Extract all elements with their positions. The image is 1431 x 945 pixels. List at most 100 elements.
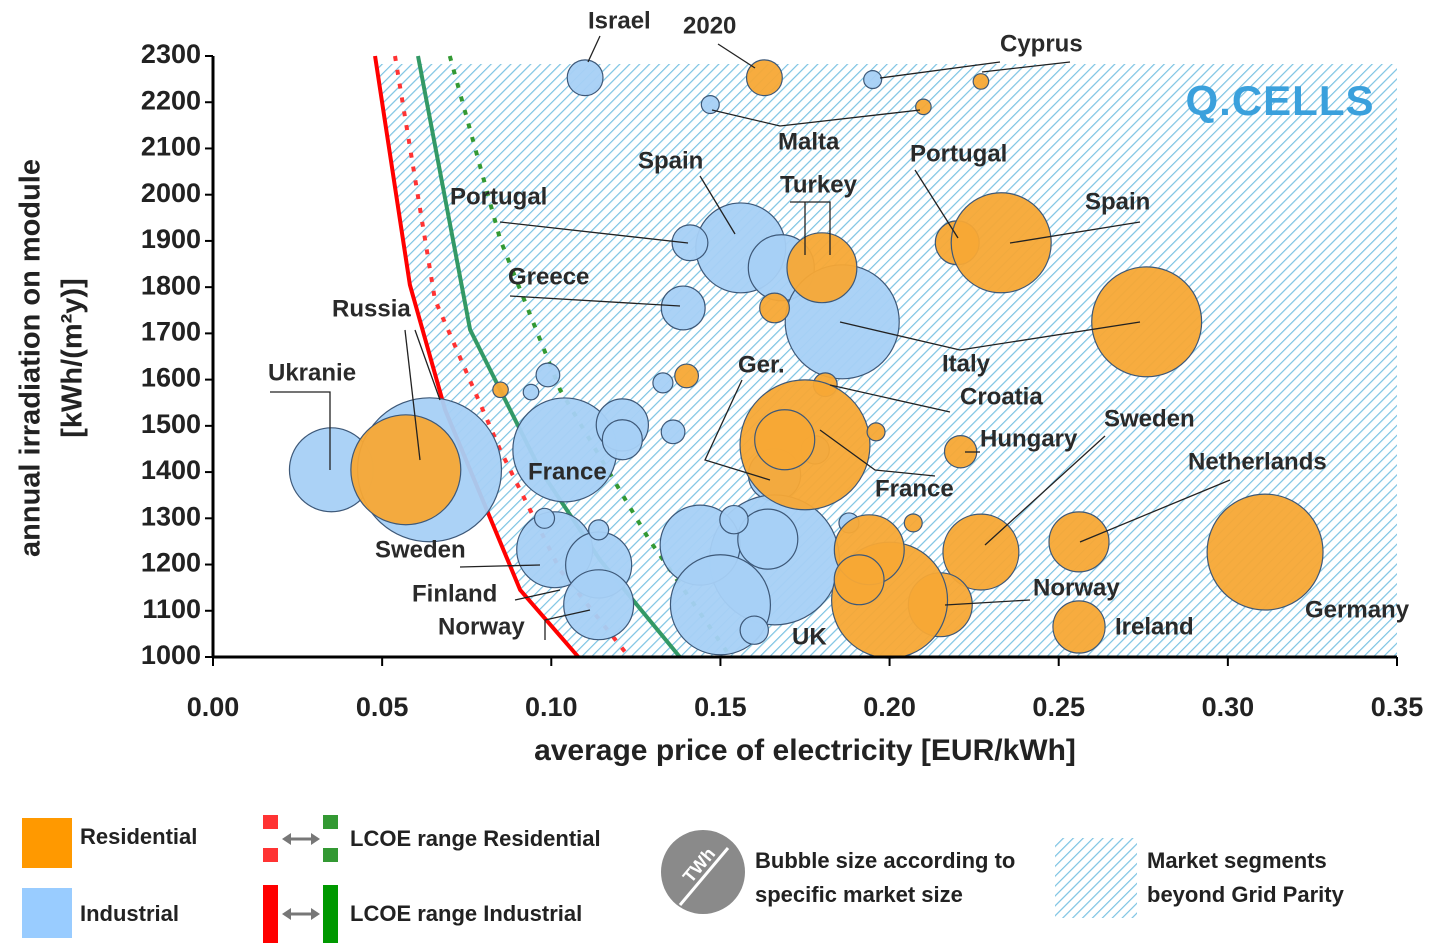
x-axis-title: average price of electricity [EUR/kWh] (534, 734, 1076, 767)
annotation: Finland (412, 580, 497, 607)
y-tick-label: 2000 (141, 178, 201, 208)
bubble (1091, 266, 1203, 378)
y-tick-label: 1500 (141, 409, 201, 439)
annotation: Germany (1305, 596, 1410, 623)
bubble (588, 519, 610, 541)
y-tick-label: 1400 (141, 455, 201, 485)
annotation: Portugal (910, 140, 1007, 167)
x-tick-label: 0.10 (525, 692, 578, 722)
annotation: Netherlands (1188, 448, 1327, 475)
y-tick-label: 2300 (141, 39, 201, 69)
annotation: Turkey (780, 171, 858, 198)
lcoe-line (393, 55, 631, 659)
bubble (533, 507, 556, 529)
legend-bubble-icon: TWh (661, 830, 745, 914)
annotation: Hungary (980, 425, 1078, 452)
legend-swatch (22, 818, 72, 868)
legend-hatch (1055, 838, 1137, 918)
bubble (833, 554, 885, 606)
bubble (1052, 600, 1106, 654)
bubble (492, 381, 509, 399)
bubble (522, 383, 540, 401)
bubble (786, 232, 858, 304)
legend-label: specific market size (755, 882, 963, 907)
annotation: Ger. (738, 351, 785, 378)
annotation: Sweden (375, 536, 466, 563)
bubble (915, 98, 932, 116)
y-tick-label: 1000 (141, 640, 201, 670)
x-tick-label: 0.00 (187, 692, 240, 722)
bubble (1206, 493, 1324, 611)
bubble (739, 615, 769, 645)
bubble (759, 292, 790, 324)
bubble (863, 70, 883, 90)
y-tick-label: 1200 (141, 548, 201, 578)
bubble (563, 569, 635, 641)
bubble (950, 192, 1052, 294)
annotation: Norway (438, 613, 525, 640)
annotation: Croatia (960, 383, 1043, 410)
y-tick-label: 1300 (141, 501, 201, 531)
legend-label: Industrial (80, 901, 179, 926)
legend-label: beyond Grid Parity (1147, 882, 1345, 907)
annotation: Norway (1033, 574, 1120, 601)
legend-lcoe-industrial-icon (263, 885, 338, 943)
bubble (1048, 511, 1110, 573)
y-axis-title: [kWh/(m²y)] (57, 278, 89, 437)
legend-label: Bubble size according to (755, 848, 1015, 873)
legend-lcoe-residential-icon (263, 815, 338, 862)
x-tick-label: 0.35 (1371, 692, 1424, 722)
bubble (737, 508, 799, 570)
legend-swatch (22, 888, 72, 938)
annotation: Portugal (450, 183, 547, 210)
annotation: Malta (778, 128, 840, 155)
annotation: Israel (588, 7, 651, 34)
y-tick-label: 1600 (141, 363, 201, 393)
x-tick-label: 0.30 (1202, 692, 1255, 722)
bubble (652, 372, 674, 394)
bubble (566, 59, 604, 97)
logo: Q.CELLS (1185, 77, 1374, 124)
x-tick-label: 0.25 (1032, 692, 1085, 722)
y-tick-label: 1800 (141, 270, 201, 300)
bubble (700, 94, 720, 115)
x-tick-label: 0.15 (694, 692, 747, 722)
annotation: Greece (508, 263, 589, 290)
annotation: Cyprus (1000, 30, 1083, 57)
leader-lines (270, 35, 1231, 640)
legend-label: LCOE range Industrial (350, 901, 582, 926)
annotation: Italy (942, 350, 991, 377)
annotation: 2020 (683, 12, 736, 39)
bubble (972, 73, 990, 90)
annotation: Spain (638, 147, 703, 174)
legend-label: Residential (80, 824, 197, 849)
x-tick-label: 0.20 (863, 692, 916, 722)
annotation: UK (792, 623, 827, 650)
bubble (866, 422, 886, 442)
y-axis-title: annual irradiation on module (15, 159, 47, 557)
y-tick-label: 1700 (141, 317, 201, 347)
y-tick-label: 1900 (141, 224, 201, 254)
annotation: Sweden (1104, 405, 1195, 432)
bubble (671, 224, 709, 262)
bubble (535, 362, 561, 388)
y-tick-label: 2200 (141, 85, 201, 115)
bubble (745, 59, 783, 97)
x-tick-label: 0.05 (356, 692, 409, 722)
bubble (719, 504, 749, 535)
annotation: Russia (332, 295, 411, 322)
legend-label: LCOE range Residential (350, 826, 601, 851)
bubble (903, 513, 923, 533)
annotation: Spain (1085, 188, 1150, 215)
bubble (942, 513, 1020, 591)
legend-label: Market segments (1147, 848, 1327, 873)
bubble (754, 409, 816, 471)
bubble (674, 363, 700, 389)
lcoe-line (447, 55, 733, 659)
y-tick-label: 2100 (141, 132, 201, 162)
bubble (350, 414, 462, 526)
bubble (660, 285, 706, 331)
annotation: France (528, 458, 607, 485)
annotation: France (875, 475, 954, 502)
